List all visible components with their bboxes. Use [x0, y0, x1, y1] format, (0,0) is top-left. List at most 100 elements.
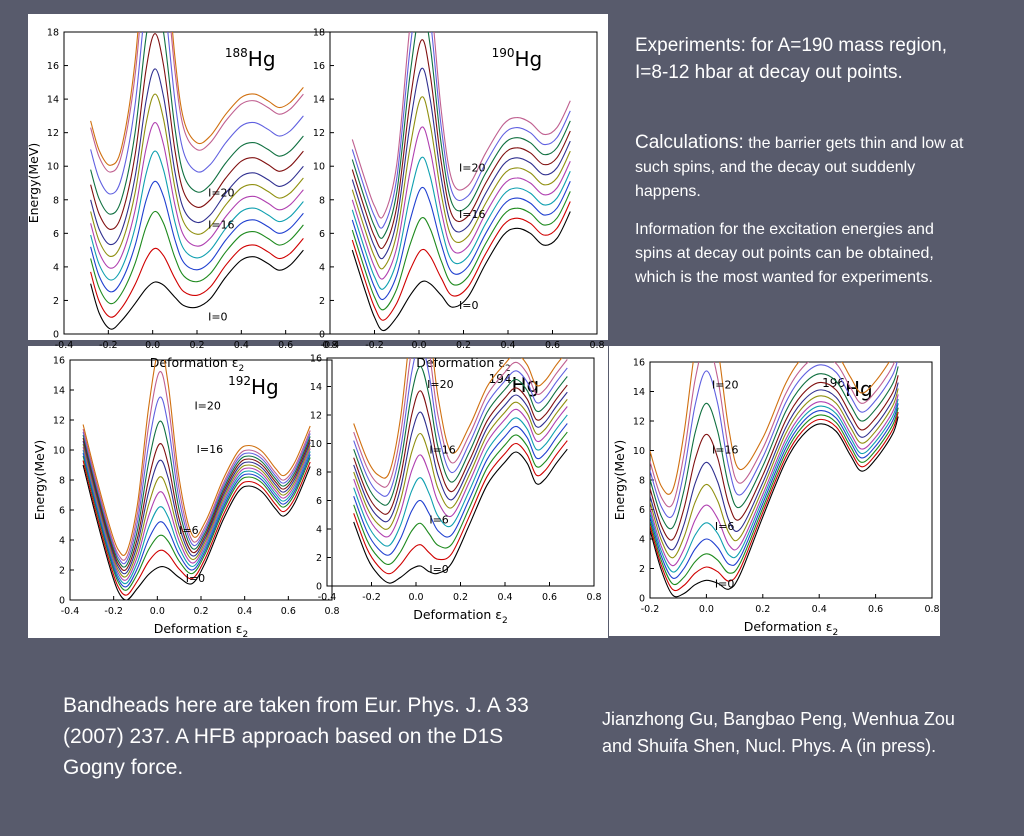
hg196-xlabel: Deformation ε2	[744, 619, 839, 638]
hg194-curve	[353, 365, 568, 506]
hg196-curve	[650, 375, 899, 541]
hg194-curve	[353, 406, 568, 538]
hg194-xtick-label: 0.0	[408, 592, 423, 603]
hg192-ytick-label: 10	[53, 446, 65, 457]
hg194-spin-label: I=6	[429, 513, 448, 526]
hg188-curve	[90, 32, 304, 166]
hg194-spin-label: I=0	[429, 563, 448, 576]
hg192-xlabel: Deformation ε2	[154, 621, 249, 640]
hg196-curve	[650, 398, 899, 573]
hg192-ylabel: Energy(MeV)	[32, 440, 47, 521]
hg188-curve	[90, 150, 304, 281]
hg196-xtick-label: 0.4	[812, 604, 827, 615]
experiments-text: Experiments: for A=190 mass region, I=8-…	[635, 35, 948, 83]
information-text: Information for the excitation energies …	[635, 221, 934, 286]
hg190-curve	[351, 126, 571, 280]
hg192-ytick-label: 14	[53, 386, 65, 397]
hg188-ytick-label: 10	[47, 162, 59, 173]
hg194-ytick-label: 16	[310, 354, 322, 365]
hg194-curve	[353, 398, 568, 530]
figure-top-bg	[28, 14, 608, 340]
hg194-spin-label: I=16	[429, 443, 455, 456]
figure-bottom-bg	[28, 346, 608, 638]
hg190-ytick-label: 18	[313, 28, 325, 39]
hg190-curve	[351, 67, 571, 260]
hg194-xtick-label: 0.6	[542, 592, 557, 603]
hg188-curve	[90, 68, 304, 246]
hg188-spin-label: I=0	[208, 311, 227, 324]
hg194-curve	[353, 423, 568, 556]
hg196-xtick-label: 0.2	[755, 604, 770, 615]
hg194-curve	[353, 358, 568, 488]
hg190-ytick-label: 0	[319, 330, 325, 341]
hg192-curve	[82, 396, 311, 565]
hg194-xtick-label: 0.4	[497, 592, 512, 603]
hg194-curve	[353, 448, 568, 584]
hg188-ytick-label: 16	[47, 61, 59, 72]
hg194-xtick-label: -0.2	[362, 592, 381, 603]
hg196-xtick-label: 0.8	[924, 604, 939, 615]
hg192-curve	[82, 371, 311, 561]
hg196-spin-label: I=6	[715, 520, 734, 533]
hg192-curve	[82, 452, 311, 588]
hg196-curve	[650, 362, 896, 508]
hg192-ytick-label: 16	[53, 356, 65, 367]
hg188-spin-label: I=20	[208, 186, 234, 199]
hg192-xtick-label: 0.4	[237, 606, 252, 617]
hg192-curve	[82, 455, 311, 591]
hg188-xtick-label: -0.4	[55, 340, 74, 351]
hg190-curve	[351, 32, 571, 239]
hg194-xtick-label: 0.2	[453, 592, 468, 603]
hg194-ytick-label: 8	[316, 468, 322, 479]
hg196-curve	[650, 362, 898, 519]
hg194-curve	[353, 384, 568, 515]
hg188-curve	[90, 210, 304, 305]
hg192-curve	[82, 440, 311, 575]
hg188-xtick-label: 0.4	[234, 340, 249, 351]
hg196-nucleus-label: 196Hg	[822, 376, 873, 401]
hg192-curve	[82, 360, 311, 556]
hg194-curve	[353, 431, 568, 565]
hg192-curve	[82, 446, 311, 581]
hg194-ytick-label: 2	[316, 553, 322, 564]
hg190-nucleus-label: 190Hg	[492, 46, 543, 71]
hg194-curve	[353, 391, 568, 523]
hg192-spin-label: I=20	[194, 400, 220, 413]
hg192-ytick-label: 0	[59, 596, 65, 607]
hg192-xtick-label: 0.6	[281, 606, 296, 617]
hg190-xtick-label: -0.2	[365, 340, 384, 351]
hg194-ytick-label: 12	[310, 411, 322, 422]
hg192-curve	[82, 460, 311, 596]
hg192-curve	[82, 449, 311, 585]
hg194-ytick-label: 14	[310, 382, 322, 393]
hg190-spin-label: I=20	[459, 161, 485, 174]
hg196-curve	[650, 394, 899, 567]
hg190-ytick-label: 2	[319, 296, 325, 307]
hg192-xtick-label: -0.2	[104, 606, 123, 617]
hg196-curve	[650, 388, 899, 559]
hg196-ytick-label: 8	[639, 476, 645, 487]
hg192-ytick-label: 6	[59, 506, 65, 517]
hg194-xtick-label: -0.4	[318, 592, 337, 603]
hg192-xtick-label: 0.8	[324, 606, 339, 617]
hg196-ytick-label: 14	[633, 387, 645, 398]
hg196-curve	[650, 382, 899, 551]
hg188-ytick-label: 8	[53, 195, 59, 206]
hg188-xtick-label: 0.0	[145, 340, 160, 351]
hg194-curve	[353, 440, 568, 575]
hg188-xtick-label: 0.2	[189, 340, 204, 351]
hg192-curve	[82, 420, 311, 568]
hg188-curve	[90, 93, 304, 257]
hg188-ylabel: Energy(MeV)	[26, 143, 41, 224]
hg194-curve	[353, 414, 568, 547]
hg196-ytick-label: 0	[639, 594, 645, 605]
calculations-lead: Calculations:	[635, 132, 744, 153]
hg188-curve	[90, 32, 304, 215]
hg194-ytick-label: 10	[310, 439, 322, 450]
hg194-spin-label: I=20	[427, 378, 453, 391]
hg196-ytick-label: 2	[639, 564, 645, 575]
hg188-curve	[90, 180, 304, 293]
hg188-curve	[90, 32, 304, 173]
hg190-curve	[351, 96, 571, 270]
